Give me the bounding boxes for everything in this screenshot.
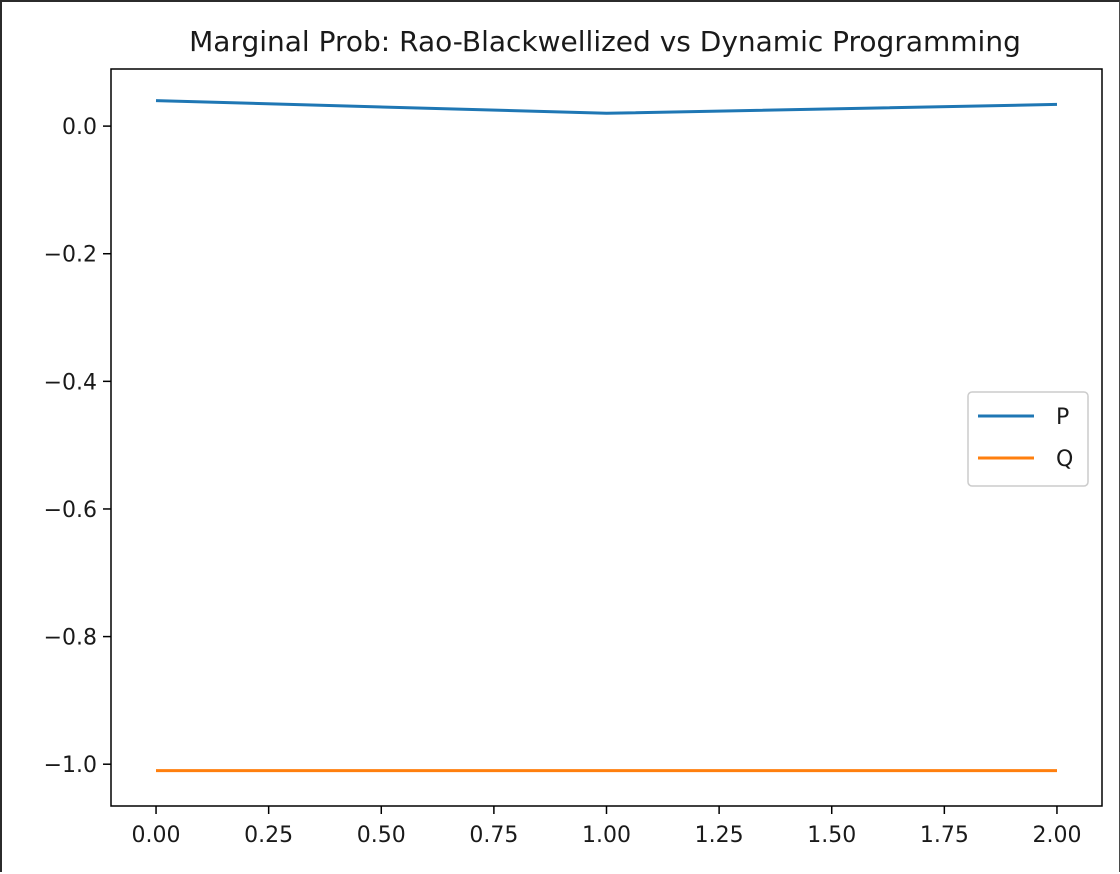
x-tick-label: 0.25 — [244, 823, 293, 848]
y-tick-label: −0.6 — [44, 498, 97, 523]
legend-label-p: P — [1056, 405, 1069, 430]
chart-title: Marginal Prob: Rao-Blackwellized vs Dyna… — [189, 25, 1021, 58]
y-axis: 0.0 −0.2 −0.4 −0.6 −0.8 −1.0 — [44, 115, 111, 778]
x-tick-label: 0.00 — [132, 823, 181, 848]
x-tick-label: 0.50 — [357, 823, 406, 848]
y-tick-label: −0.4 — [44, 370, 97, 395]
series-line-p — [155, 99, 1058, 115]
y-tick-label: −0.8 — [44, 626, 97, 651]
x-tick-label: 1.25 — [695, 823, 744, 848]
y-tick-label: −0.2 — [44, 243, 97, 268]
plot-area — [110, 68, 1103, 807]
x-tick-label: 0.75 — [469, 823, 518, 848]
x-tick-label: 1.75 — [920, 823, 969, 848]
series-lines — [155, 99, 1058, 773]
x-tick-label: 2.00 — [1032, 823, 1081, 848]
legend-label-q: Q — [1056, 447, 1073, 472]
x-tick-label: 1.50 — [807, 823, 856, 848]
x-tick-label: 1.00 — [582, 823, 631, 848]
y-tick-label: 0.0 — [62, 115, 97, 140]
y-tick-label: −1.0 — [44, 753, 97, 778]
x-axis: 0.00 0.25 0.50 0.75 1.00 1.25 1.50 1.75 2.00 — [132, 806, 1081, 848]
legend: PQ — [967, 391, 1089, 487]
